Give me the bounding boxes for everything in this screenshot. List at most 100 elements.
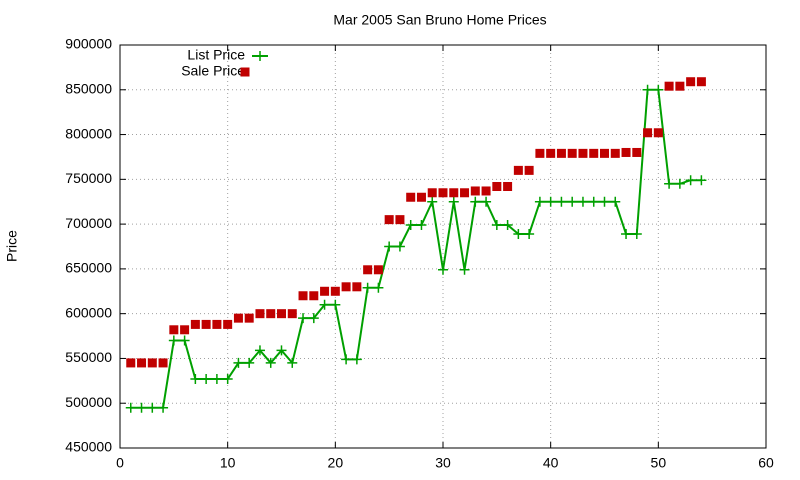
plot-border: [119, 44, 767, 449]
point: [513, 165, 523, 175]
point: [632, 147, 642, 157]
point: [503, 181, 513, 191]
point: [222, 374, 233, 385]
point: [567, 196, 578, 207]
point: [448, 196, 459, 207]
point: [233, 313, 243, 323]
point: [664, 178, 675, 189]
point: [287, 309, 297, 319]
point: [643, 128, 653, 138]
point: [190, 374, 201, 385]
point: [168, 335, 179, 346]
y-tick-label: 650000: [65, 260, 112, 276]
point: [319, 299, 330, 310]
point: [394, 241, 405, 252]
point: [481, 186, 491, 196]
y-tick-label: 750000: [65, 170, 112, 186]
point: [126, 358, 136, 368]
point: [685, 175, 696, 186]
point: [460, 188, 470, 198]
point: [298, 313, 309, 324]
point: [577, 196, 588, 207]
point: [136, 402, 147, 413]
point: [675, 81, 685, 91]
point: [653, 84, 664, 95]
y-tick-label: 800000: [65, 125, 112, 141]
point: [244, 313, 254, 323]
legend-marker: [240, 67, 250, 77]
y-axis-label: Price: [4, 230, 20, 262]
point: [470, 196, 481, 207]
point: [534, 196, 545, 207]
point: [470, 186, 480, 196]
point: [137, 358, 147, 368]
point: [427, 188, 437, 198]
y-tick-label: 600000: [65, 304, 112, 320]
point: [384, 241, 395, 252]
point: [352, 282, 362, 292]
point: [190, 319, 200, 329]
point: [664, 81, 674, 91]
point: [201, 374, 212, 385]
point: [308, 313, 319, 324]
x-tick-label: 50: [651, 455, 667, 471]
x-tick-label: 0: [116, 455, 124, 471]
legend-label: Sale Price: [181, 63, 245, 79]
point: [556, 196, 567, 207]
point: [180, 325, 190, 335]
point: [125, 402, 136, 413]
point: [502, 220, 513, 231]
point: [362, 282, 373, 293]
point: [405, 220, 416, 231]
point: [631, 228, 642, 239]
point: [438, 188, 448, 198]
point: [212, 319, 222, 329]
point: [169, 325, 179, 335]
point: [211, 374, 222, 385]
y-tick-label: 500000: [65, 394, 112, 410]
point: [696, 77, 706, 87]
point: [373, 265, 383, 275]
point: [265, 357, 276, 368]
point: [642, 84, 653, 95]
point: [201, 319, 211, 329]
point: [567, 148, 577, 158]
point: [158, 358, 168, 368]
point: [158, 402, 169, 413]
point: [233, 357, 244, 368]
point: [266, 309, 276, 319]
point: [546, 148, 556, 158]
point: [600, 148, 609, 158]
point: [610, 148, 620, 158]
point: [384, 215, 394, 225]
point: [341, 354, 352, 365]
x-tick-label: 30: [435, 455, 451, 471]
point: [147, 358, 157, 368]
point: [276, 345, 287, 356]
point: [255, 309, 265, 319]
point: [599, 196, 610, 207]
point: [287, 357, 298, 368]
point: [438, 264, 448, 275]
chart-title: Mar 2005 San Bruno Home Prices: [333, 12, 546, 28]
point: [524, 228, 535, 239]
point: [351, 354, 362, 365]
point: [588, 196, 599, 207]
point: [524, 165, 534, 175]
y-tick-label: 900000: [65, 36, 112, 52]
point: [179, 335, 190, 346]
point: [535, 148, 545, 158]
point: [686, 77, 696, 87]
legend-marker: [255, 51, 265, 61]
point: [416, 192, 426, 202]
point: [309, 291, 319, 301]
x-tick-label: 10: [220, 455, 236, 471]
point: [696, 175, 707, 186]
legend-label: List Price: [187, 47, 245, 63]
point: [320, 286, 330, 296]
y-tick-label: 850000: [65, 80, 112, 96]
point: [298, 291, 308, 301]
point: [395, 215, 405, 225]
point: [330, 286, 340, 296]
point: [481, 196, 492, 207]
